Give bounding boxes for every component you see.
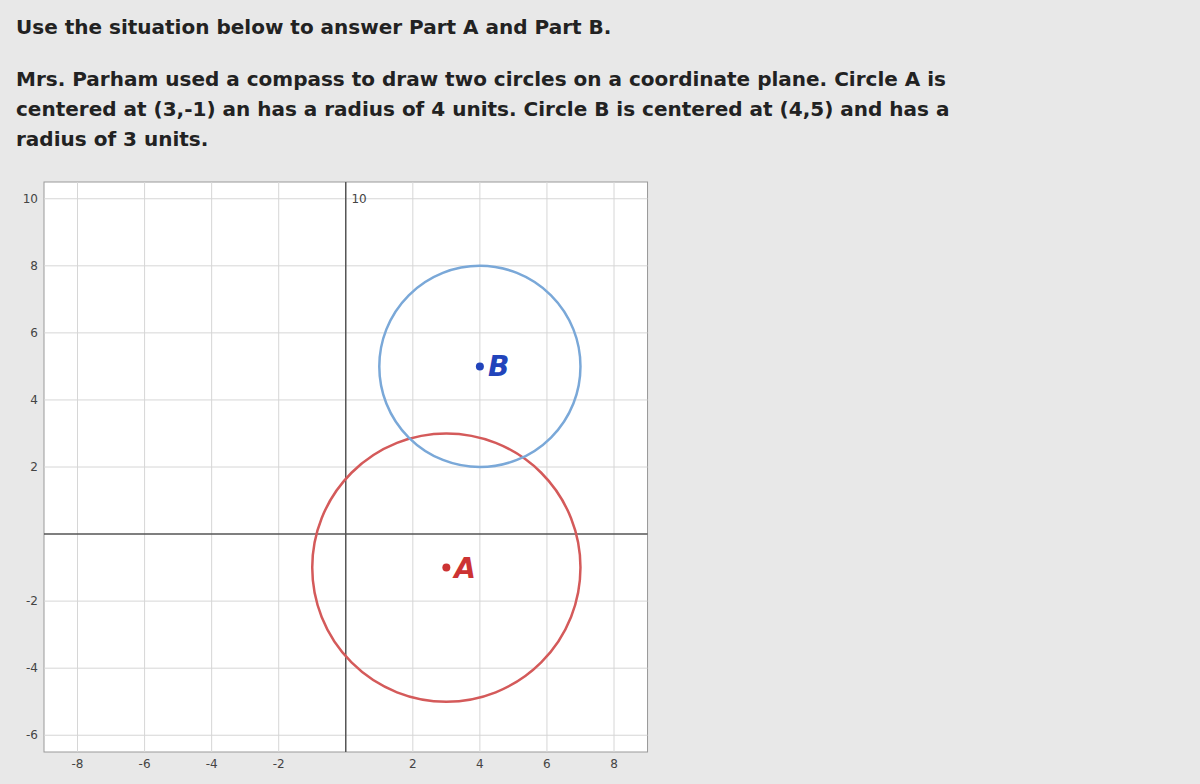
- x-tick-label: -2: [273, 757, 285, 771]
- x-tick-label: -6: [139, 757, 151, 771]
- y-tick-label: 8: [30, 259, 38, 273]
- center-dot: [476, 362, 484, 370]
- circle: [379, 266, 580, 467]
- y-tick-label: 4: [30, 393, 38, 407]
- circle-label: A: [452, 552, 476, 585]
- y-tick-label: -2: [26, 594, 38, 608]
- annotation: 10: [351, 192, 366, 206]
- x-tick-label: 2: [409, 757, 417, 771]
- x-tick-label: 4: [476, 757, 484, 771]
- grid: [44, 182, 648, 752]
- x-tick-label: -8: [72, 757, 84, 771]
- subtitle: Mrs. Parham used a compass to draw two c…: [16, 67, 949, 151]
- y-tick-label: -6: [26, 728, 38, 742]
- title: Use the situation below to answer Part A…: [16, 15, 611, 39]
- y-tick-label: 10: [23, 192, 38, 206]
- x-tick-label: -4: [206, 757, 218, 771]
- center-dot: [442, 564, 450, 572]
- y-tick-label: -4: [26, 661, 38, 675]
- plot-frame: [44, 182, 648, 752]
- y-tick-label: 2: [30, 460, 38, 474]
- y-axis-line: [345, 182, 347, 752]
- circle-label: B: [488, 350, 509, 383]
- x-tick-label: 6: [543, 757, 551, 771]
- circle: [312, 433, 580, 701]
- marks: [312, 266, 580, 702]
- x-tick-label: 8: [610, 757, 618, 771]
- y-tick-label: 6: [30, 326, 38, 340]
